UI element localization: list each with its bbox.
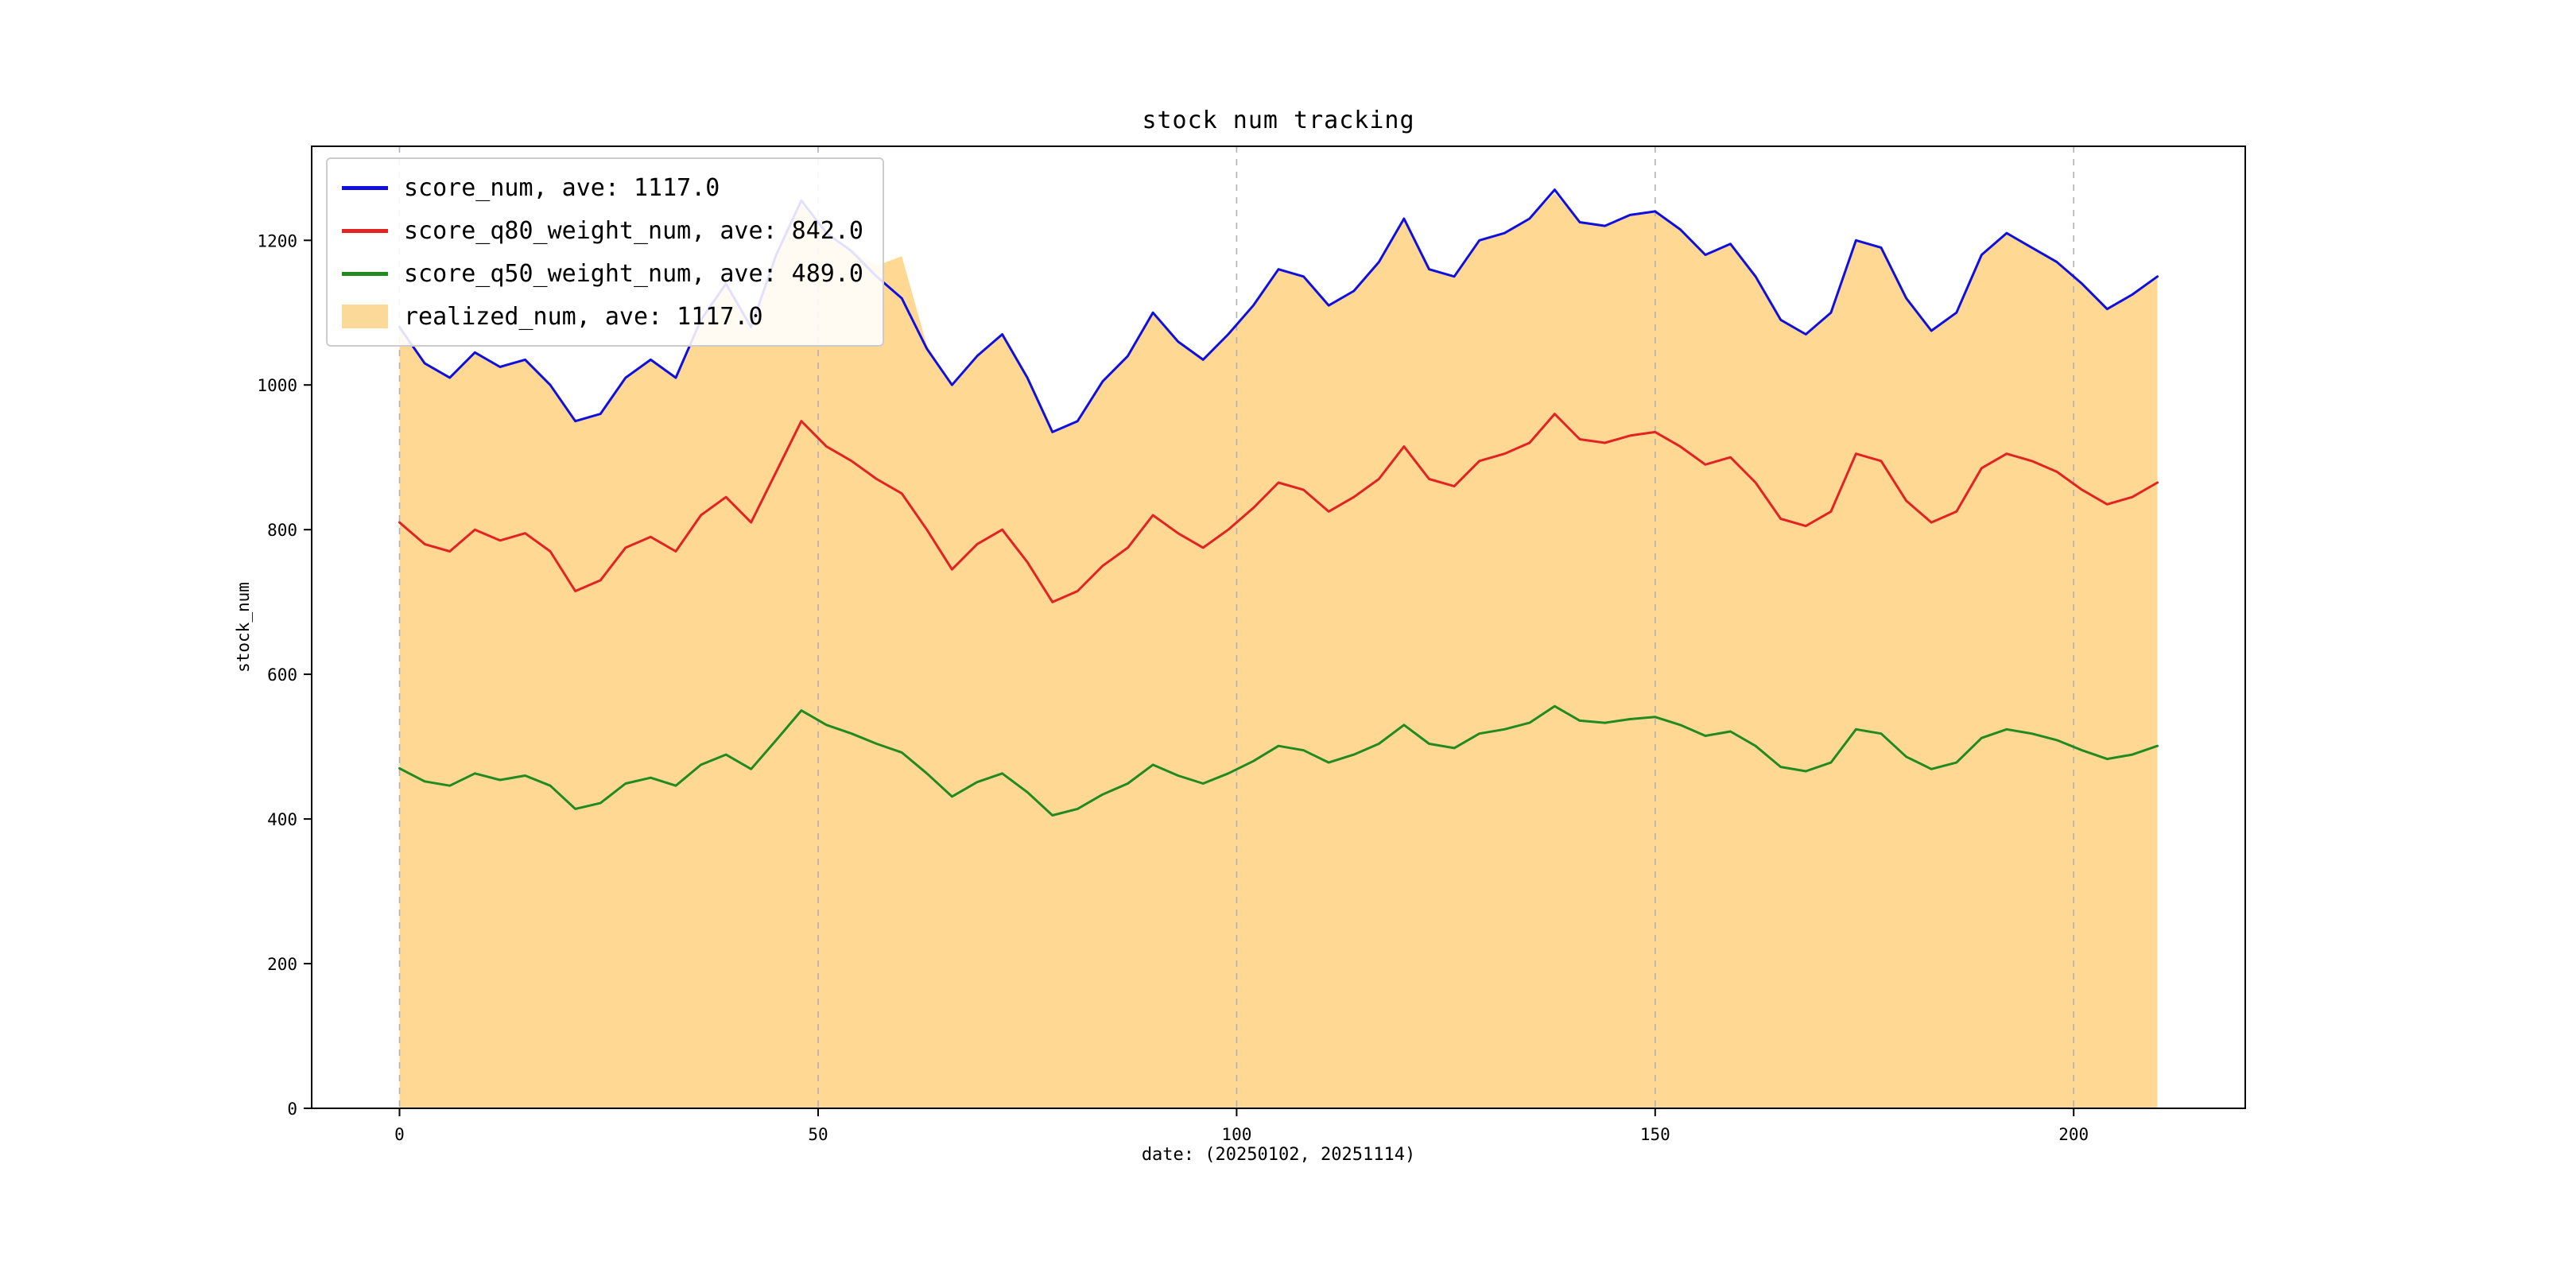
realized-fill-swatch-icon bbox=[342, 305, 388, 328]
legend-item-score-num: score_num, ave: 1117.0 bbox=[342, 170, 863, 205]
legend-item-score-q80-weight-num: score_q80_weight_num, ave: 842.0 bbox=[342, 213, 863, 248]
svg-text:50: 50 bbox=[808, 1125, 828, 1144]
svg-text:0: 0 bbox=[394, 1125, 405, 1144]
legend-label: score_q50_weight_num, ave: 489.0 bbox=[404, 259, 863, 288]
svg-text:0: 0 bbox=[287, 1100, 297, 1119]
svg-text:200: 200 bbox=[2058, 1125, 2089, 1144]
svg-text:1000: 1000 bbox=[257, 376, 297, 395]
legend: score_num, ave: 1117.0 score_q80_weight_… bbox=[326, 157, 884, 347]
x-axis-label: date: (20250102, 20251114) bbox=[1141, 1145, 1416, 1165]
chart-title: stock num tracking bbox=[1142, 107, 1415, 134]
svg-text:400: 400 bbox=[267, 810, 297, 829]
svg-text:200: 200 bbox=[267, 955, 297, 974]
svg-text:100: 100 bbox=[1221, 1125, 1251, 1144]
score-q80-line-swatch-icon bbox=[342, 228, 388, 233]
legend-label: score_num, ave: 1117.0 bbox=[404, 173, 720, 202]
score-num-line-swatch-icon bbox=[342, 185, 388, 190]
svg-text:1200: 1200 bbox=[257, 231, 297, 250]
svg-text:800: 800 bbox=[267, 521, 297, 540]
y-axis-label: stock_num bbox=[234, 582, 253, 673]
legend-label: score_q80_weight_num, ave: 842.0 bbox=[404, 216, 863, 245]
legend-item-realized-num: realized_num, ave: 1117.0 bbox=[342, 299, 863, 334]
score-q50-line-swatch-icon bbox=[342, 271, 388, 276]
svg-text:600: 600 bbox=[267, 665, 297, 685]
legend-label: realized_num, ave: 1117.0 bbox=[404, 302, 763, 331]
legend-item-score-q50-weight-num: score_q50_weight_num, ave: 489.0 bbox=[342, 256, 863, 291]
svg-text:150: 150 bbox=[1640, 1125, 1670, 1144]
